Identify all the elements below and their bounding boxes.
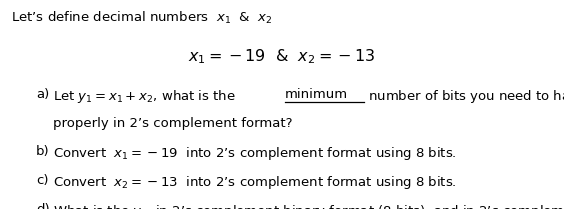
- Text: Convert  $x_2 = -13$  into 2’s complement format using 8 bits.: Convert $x_2 = -13$ into 2’s complement …: [52, 174, 456, 191]
- Text: b): b): [36, 145, 50, 158]
- Text: minimum: minimum: [285, 88, 348, 101]
- Text: c): c): [36, 174, 49, 187]
- Text: Let $y_1 = x_1 + x_2$, what is the: Let $y_1 = x_1 + x_2$, what is the: [52, 88, 236, 105]
- Text: $x_1 = -19$  &  $x_2 = -13$: $x_1 = -19$ & $x_2 = -13$: [188, 47, 376, 66]
- Text: a): a): [36, 88, 49, 101]
- Text: Convert  $x_1 = -19$  into 2’s complement format using 8 bits.: Convert $x_1 = -19$ into 2’s complement …: [52, 145, 456, 162]
- Text: d): d): [36, 203, 50, 209]
- Text: Let’s define decimal numbers  $x_1$  &  $x_2$: Let’s define decimal numbers $x_1$ & $x_…: [11, 10, 272, 26]
- Text: What is the $y_1$, in 2’s complement binary format (8 bits), and in 2’s compleme: What is the $y_1$, in 2’s complement bin…: [52, 203, 564, 209]
- Text: number of bits you need to have, to represent  $y_1$: number of bits you need to have, to repr…: [364, 88, 564, 105]
- Text: properly in 2’s complement format?: properly in 2’s complement format?: [52, 117, 292, 130]
